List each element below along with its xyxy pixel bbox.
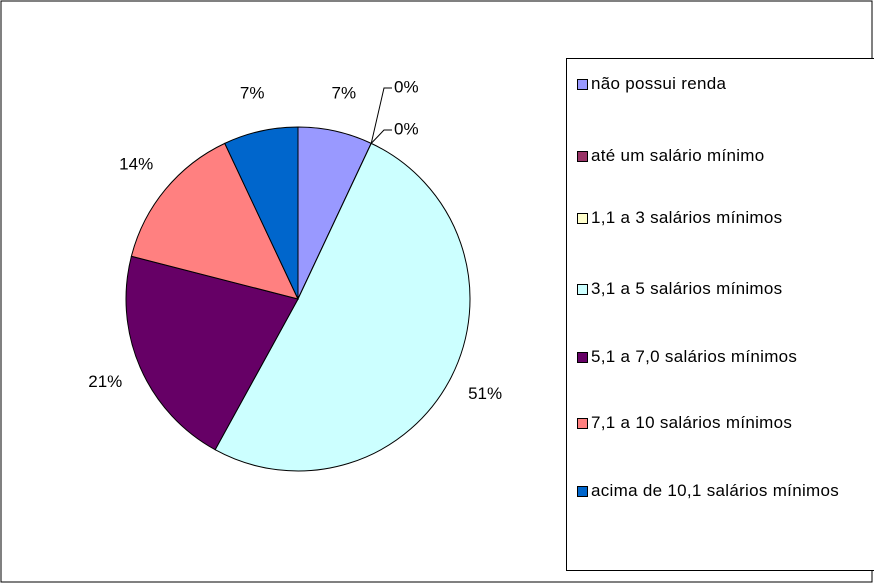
legend-label: até um salário mínimo xyxy=(591,146,765,165)
pie-slice xyxy=(130,142,299,300)
legend-swatch xyxy=(577,151,588,162)
legend-swatch xyxy=(577,79,588,90)
legend-swatch xyxy=(577,284,588,295)
pie-slice xyxy=(224,126,299,300)
legend-label: 1,1 a 3 salários mínimos xyxy=(591,208,783,227)
data-label: 21% xyxy=(88,372,122,391)
legend-item: 1,1 a 3 salários mínimos xyxy=(577,205,872,231)
pie-slice xyxy=(125,255,299,451)
legend-label: 7,1 a 10 salários mínimos xyxy=(591,413,793,432)
legend-swatch xyxy=(577,213,588,224)
legend-item: não possui renda xyxy=(577,71,872,97)
data-label: 7% xyxy=(240,84,265,103)
legend-label: 3,1 a 5 salários mínimos xyxy=(591,279,783,298)
pie-slice xyxy=(214,142,471,472)
legend-item: até um salário mínimo xyxy=(577,143,872,169)
legend-swatch xyxy=(577,418,588,429)
legend-item: 3,1 a 5 salários mínimos xyxy=(577,276,872,302)
legend-label: não possui renda xyxy=(591,74,727,93)
legend-item: acima de 10,1 salários mínimos xyxy=(577,478,872,504)
legend-label: 5,1 a 7,0 salários mínimos xyxy=(591,347,798,366)
legend-swatch xyxy=(577,486,588,497)
legend-item: 5,1 a 7,0 salários mínimos xyxy=(577,344,872,370)
leader-line xyxy=(370,87,392,144)
data-label: 0% xyxy=(394,119,419,138)
leader-line xyxy=(370,129,392,144)
data-label: 7% xyxy=(332,84,357,103)
legend-label: acima de 10,1 salários mínimos xyxy=(591,481,840,500)
data-label: 14% xyxy=(119,155,153,174)
legend-item: 7,1 a 10 salários mínimos xyxy=(577,410,872,436)
legend-swatch xyxy=(577,352,588,363)
data-label: 0% xyxy=(394,77,419,96)
data-label: 51% xyxy=(468,384,502,403)
legend: não possui renda até um salário mínimo 1,1… xyxy=(566,58,874,571)
